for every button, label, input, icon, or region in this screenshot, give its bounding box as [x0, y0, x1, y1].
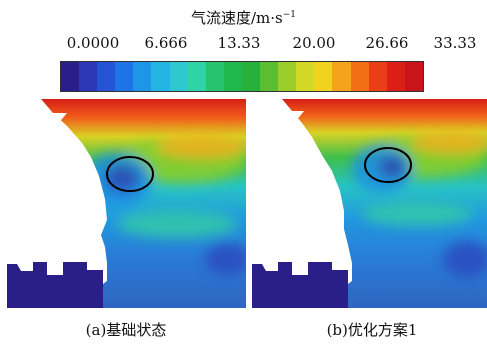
- colorbar-segment: [278, 62, 297, 91]
- colorbar-segment: [205, 62, 224, 91]
- colorbar: [60, 61, 424, 92]
- colorbar-segment: [350, 62, 369, 91]
- colorbar-segment: [404, 62, 423, 91]
- colorbar-segment: [97, 62, 116, 91]
- colorbar-segment: [296, 62, 315, 91]
- colorbar-segment: [79, 62, 98, 91]
- colorbar-segment: [368, 62, 387, 91]
- colorbar-segment: [332, 62, 351, 91]
- colorbar-tick-label: 33.33: [433, 34, 477, 52]
- colorbar-tick-label: 26.66: [365, 34, 409, 52]
- colorbar-segment: [386, 62, 405, 91]
- colorbar-segment: [187, 62, 206, 91]
- colorbar-segment: [151, 62, 170, 91]
- colorbar-segment: [169, 62, 188, 91]
- colorbar-title-text: 气流速度/m·s: [190, 9, 283, 27]
- colorbar-segment: [314, 62, 333, 91]
- panel-b-caption: (b)优化方案1: [326, 321, 418, 339]
- colorbar-title: 气流速度/m·s−1: [0, 6, 487, 27]
- colorbar-segment: [223, 62, 242, 91]
- panel-a-caption: (a)基础状态: [85, 321, 167, 339]
- contour-image-b: [252, 99, 487, 308]
- contour-panel-a: [7, 99, 246, 308]
- panel-divider: [246, 99, 252, 308]
- colorbar-tick-label: 6.666: [144, 34, 188, 52]
- colorbar-tick-label: 13.33: [217, 34, 261, 52]
- colorbar-segment: [133, 62, 152, 91]
- colorbar-segment: [260, 62, 279, 91]
- colorbar-tick-label: 20.00: [292, 34, 336, 52]
- colorbar-segment: [241, 62, 261, 91]
- colorbar-title-exponent: −1: [282, 10, 297, 20]
- contour-panel-b: [252, 99, 487, 308]
- contour-image-a: [7, 99, 246, 308]
- colorbar-segment: [61, 62, 80, 91]
- colorbar-tick-label: 0.0000: [66, 34, 120, 52]
- colorbar-segment: [115, 62, 134, 91]
